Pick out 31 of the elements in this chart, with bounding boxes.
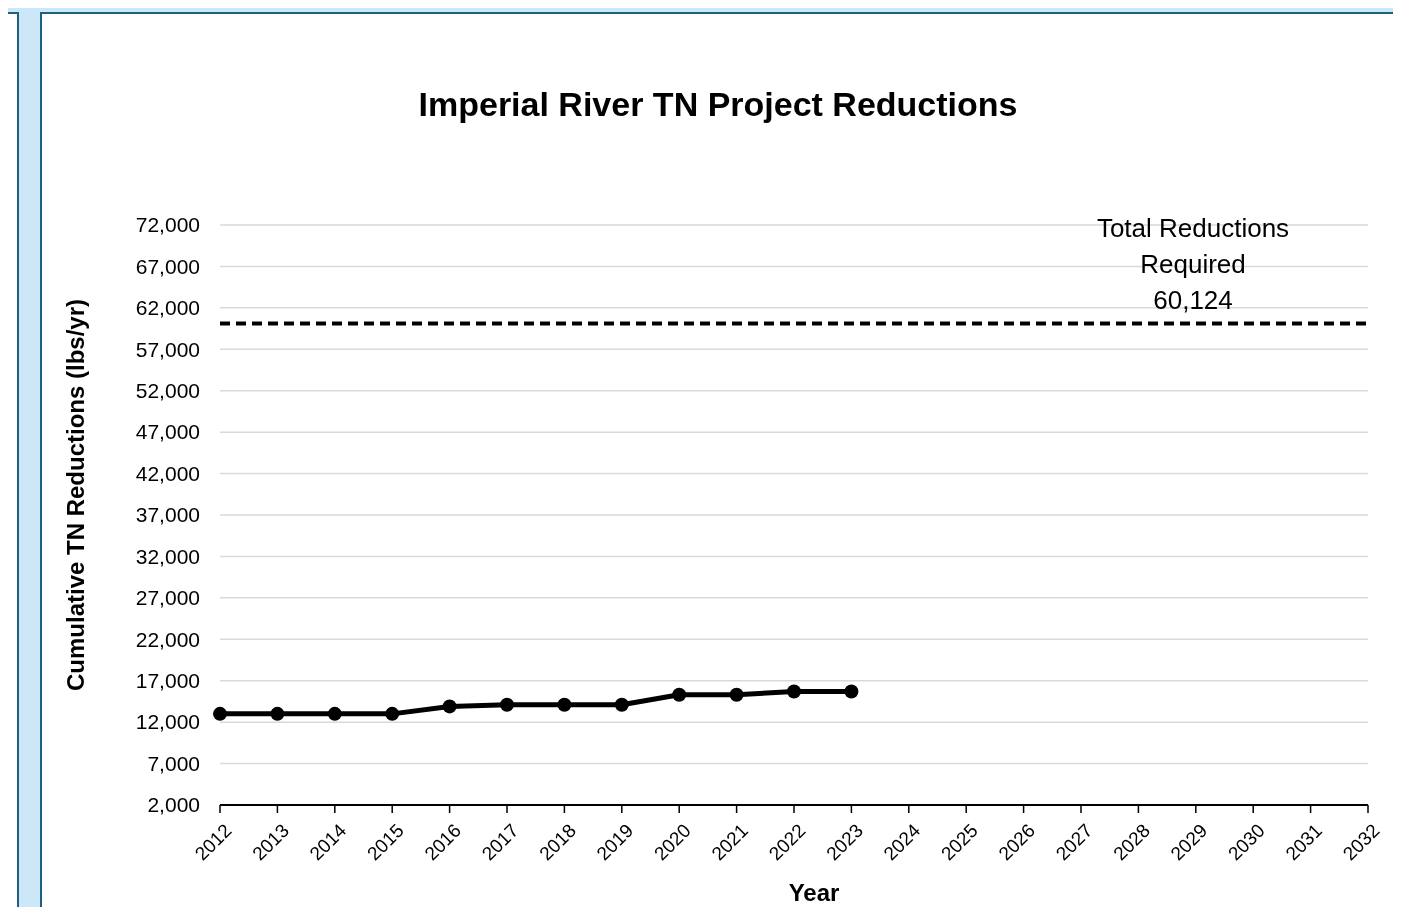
y-tick-label: 22,000: [135, 627, 200, 651]
point: [844, 684, 859, 699]
point: [787, 684, 801, 699]
point: [327, 706, 342, 721]
y-tick-label: 42,000: [135, 461, 200, 485]
x-axis-title: Year: [788, 879, 840, 906]
chart-title: Imperial River TN Project Reductions: [418, 85, 1018, 123]
y-tick-label: 57,000: [135, 337, 200, 361]
y-tick-label: 47,000: [135, 420, 200, 444]
y-tick-label: 67,000: [135, 254, 200, 278]
y-tick-label: 52,000: [135, 379, 200, 403]
y-tick-label: 7,000: [147, 751, 200, 775]
point: [385, 706, 400, 721]
point: [442, 699, 457, 714]
point: [270, 706, 285, 721]
point: [213, 706, 227, 721]
y-tick-label: 37,000: [135, 503, 200, 527]
point: [500, 697, 514, 712]
point: [557, 697, 572, 712]
y-tick-label: 62,000: [135, 296, 200, 320]
y-tick-label: 17,000: [135, 669, 200, 693]
point: [614, 697, 629, 712]
y-tick-label: 27,000: [135, 586, 200, 610]
y-axis-title: Cumulative TN Reductions (lbs/yr): [62, 298, 89, 692]
y-tick-label: 32,000: [135, 544, 200, 568]
y-tick-label: 12,000: [135, 710, 200, 734]
y-tick-label: 72,000: [135, 213, 200, 237]
ref-line-label: Total Reductions Required 60,124: [1096, 213, 1290, 316]
point: [672, 687, 687, 702]
point: [729, 687, 744, 702]
y-tick-label: 2,000: [147, 793, 200, 817]
